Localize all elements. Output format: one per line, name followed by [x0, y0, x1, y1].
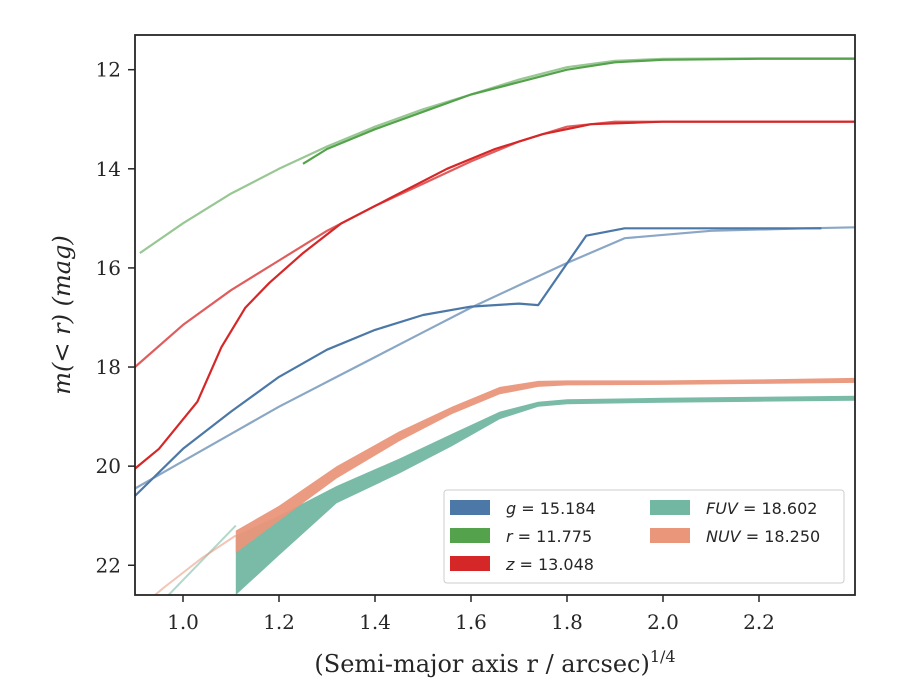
legend-swatch-r: [450, 528, 490, 543]
y-tick-label: 12: [96, 58, 121, 82]
legend-swatch-fuv: [650, 500, 690, 515]
y-tick-label: 18: [96, 355, 121, 379]
x-tick-label: 1.4: [359, 610, 391, 634]
g-line-1: [135, 226, 855, 490]
ticks-layer: 1.0 1.2 1.4 1.6 1.8 2.0 2.2 12 14 16 18 20 22: [96, 58, 775, 634]
y-tick-label: 16: [96, 256, 121, 280]
legend-swatch-z: [450, 556, 490, 571]
y-axis-title: m(< r) (mag): [48, 235, 76, 394]
r-line-2: [302, 57, 855, 165]
x-axis-title-main: (Semi-major axis r / arcsec): [314, 650, 649, 678]
x-tick-label: 2.2: [743, 610, 775, 634]
legend-label-nuv: NUV = 18.250: [706, 527, 820, 546]
legend-swatch-nuv: [650, 528, 690, 543]
x-tick-label: 1.6: [455, 610, 487, 634]
x-tick-label: 1.2: [263, 610, 295, 634]
x-axis-title: (Semi-major axis r / arcsec)1/4: [314, 647, 675, 678]
series-layer: [135, 57, 855, 595]
x-tick-label: 2.0: [647, 610, 679, 634]
legend-label-z: z = 13.048: [505, 555, 594, 574]
nuv-faint-line: [153, 534, 237, 595]
legend: g = 15.184 r = 11.775 z = 13.048 FUV = 18.6…: [443, 489, 845, 584]
plot-frame: [134, 34, 856, 596]
legend-label-r: r = 11.775: [506, 527, 592, 546]
y-tick-label: 14: [96, 157, 121, 181]
fuv-faint-line: [167, 524, 237, 595]
x-tick-label: 1.0: [167, 610, 199, 634]
legend-frame: [443, 489, 845, 584]
legend-label-g: g = 15.184: [506, 499, 596, 518]
y-tick-label: 22: [96, 553, 121, 577]
legend-label-fuv: FUV = 18.602: [706, 499, 817, 518]
x-axis-title-superscript: 1/4: [650, 647, 676, 666]
z-line-2: [135, 120, 855, 470]
legend-swatch-g: [450, 500, 490, 515]
g-line-2: [135, 227, 822, 497]
x-tick-label: 1.8: [551, 610, 583, 634]
y-tick-label: 20: [96, 454, 121, 478]
